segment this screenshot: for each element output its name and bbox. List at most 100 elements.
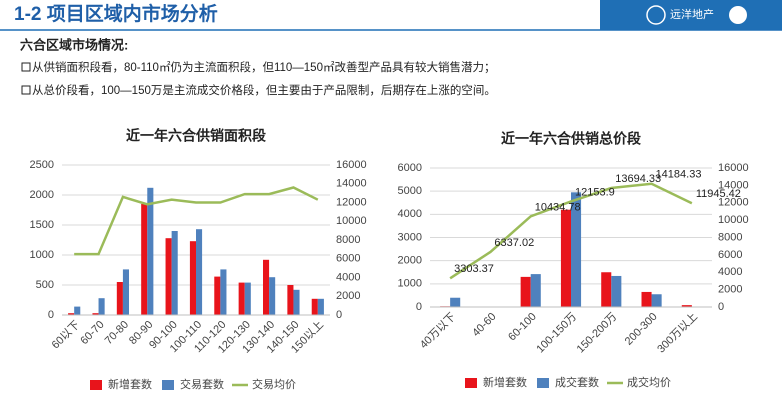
bar	[287, 285, 294, 315]
bar	[238, 282, 245, 315]
bar	[68, 313, 75, 315]
legend-swatch	[162, 380, 174, 390]
legend-label: 成交套数	[555, 375, 599, 389]
x-tick-label: 70-80	[103, 319, 131, 347]
y2-tick-label: 0	[718, 301, 724, 313]
bar	[681, 305, 692, 307]
y2-tick-label: 2000	[718, 284, 742, 296]
y2-tick-label: 14000	[718, 179, 749, 191]
bar	[601, 272, 612, 307]
y2-tick-label: 6000	[336, 253, 360, 265]
legend-swatch	[90, 380, 102, 390]
bar	[311, 298, 318, 315]
y2-tick-label: 10000	[336, 215, 367, 227]
logo-icon	[729, 6, 747, 24]
y2-tick-label: 14000	[336, 178, 367, 190]
y2-tick-label: 4000	[336, 271, 360, 283]
data-label: 10434.78	[535, 201, 581, 213]
bar	[147, 187, 154, 315]
y-tick-label: 500	[36, 279, 54, 291]
bar	[92, 313, 99, 315]
bar	[171, 231, 178, 315]
legend-label: 成交均价	[627, 375, 671, 389]
y2-tick-label: 16000	[336, 159, 367, 171]
chart-title: 近一年六合供销面积段	[126, 128, 266, 144]
bar	[244, 282, 251, 315]
bar	[611, 275, 622, 307]
y-tick-label: 1500	[30, 219, 54, 231]
section-heading: 六合区域市场情况:	[20, 37, 128, 52]
bullet-box	[21, 62, 31, 72]
bar	[141, 204, 148, 315]
y2-tick-label: 10000	[718, 214, 749, 226]
x-tick-label: 60-70	[78, 319, 106, 347]
y2-tick-label: 12000	[336, 196, 367, 208]
legend-swatch	[537, 378, 549, 388]
y-tick-label: 6000	[398, 162, 422, 174]
x-tick-label: 60-100	[506, 311, 539, 344]
legend-label: 交易套数	[180, 377, 224, 391]
y2-tick-label: 6000	[718, 249, 742, 261]
y2-tick-label: 8000	[336, 234, 360, 246]
bar	[530, 274, 541, 307]
bar	[293, 289, 300, 315]
bar	[450, 297, 461, 307]
y-tick-label: 0	[416, 301, 422, 313]
legend-swatch	[465, 378, 477, 388]
y2-tick-label: 16000	[718, 162, 749, 174]
page-title: 1-2 项目区域内市场分析	[14, 2, 218, 25]
bar	[641, 291, 652, 307]
line-series	[74, 186, 319, 256]
bar	[651, 294, 662, 307]
x-tick-label: 60以下	[50, 319, 83, 352]
bar	[317, 298, 324, 315]
bar	[98, 298, 105, 315]
data-label: 11945.42	[696, 188, 741, 200]
x-tick-label: 40-60	[470, 311, 498, 339]
y-tick-label: 5000	[398, 185, 422, 197]
y-tick-label: 0	[48, 309, 54, 321]
data-label: 13694.33	[615, 173, 661, 185]
x-tick-label: 200-300	[623, 311, 660, 348]
bar	[196, 229, 203, 315]
line-series	[449, 182, 693, 280]
y-tick-label: 1000	[30, 249, 54, 261]
bar	[269, 277, 276, 315]
chart-title: 近一年六合供销总价段	[501, 131, 641, 147]
bullet-text: 从总价段看，100—150万是主流成交价格段，但主要由于产品限制，后期存在上涨的…	[32, 83, 496, 97]
legend-label: 交易均价	[252, 377, 296, 391]
x-tick-label: 300万以上	[655, 310, 701, 356]
bar	[571, 192, 582, 307]
y-tick-label: 1000	[398, 278, 422, 290]
bar	[116, 282, 123, 315]
y-tick-label: 2500	[30, 159, 54, 171]
x-tick-label: 150-200万	[575, 311, 620, 356]
y-tick-label: 3000	[398, 231, 422, 243]
y2-tick-label: 8000	[718, 231, 742, 243]
y-tick-label: 2000	[30, 189, 54, 201]
bar	[74, 306, 81, 315]
bar	[560, 209, 571, 307]
x-tick-label: 100-150万	[534, 311, 579, 356]
bar	[214, 276, 221, 315]
bar	[520, 276, 531, 307]
x-tick-label: 40万以下	[418, 311, 458, 351]
legend-label: 新增套数	[483, 375, 527, 389]
bar	[165, 238, 172, 315]
bar	[263, 259, 270, 315]
bar	[122, 269, 129, 315]
bar	[189, 241, 196, 315]
y-tick-label: 4000	[398, 208, 422, 220]
logo-icon	[646, 5, 666, 25]
bullet-box	[21, 85, 31, 95]
y2-tick-label: 12000	[718, 197, 749, 209]
y-tick-label: 2000	[398, 255, 422, 267]
y2-tick-label: 0	[336, 309, 342, 321]
data-label: 14184.33	[656, 169, 702, 181]
data-label: 6337.02	[494, 237, 534, 249]
data-label: 12153.9	[575, 186, 615, 198]
legend-label: 新增套数	[108, 377, 152, 391]
data-label: 3303.37	[454, 263, 494, 275]
y2-tick-label: 4000	[718, 266, 742, 278]
